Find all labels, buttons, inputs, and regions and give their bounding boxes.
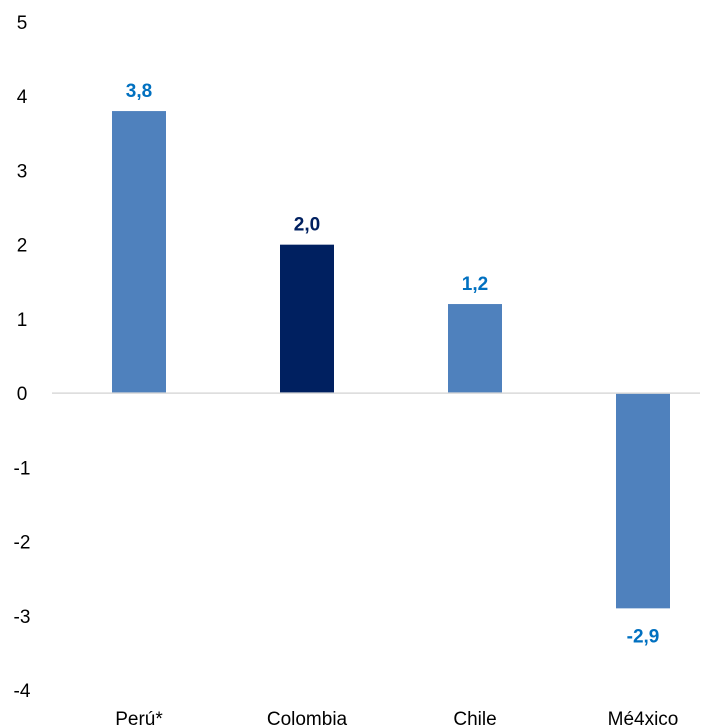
x-axis-labels: Perú* Colombia Chile Mé4xico (115, 709, 678, 727)
bar (448, 304, 502, 394)
x-category-label: Colombia (267, 709, 348, 727)
x-category-label: Mé4xico (608, 709, 679, 727)
y-tick-label: -4 (14, 681, 31, 702)
bar (616, 393, 670, 609)
y-tick-label: -1 (14, 458, 31, 479)
data-label: 2,0 (294, 215, 320, 236)
y-axis-ticks: 5 4 3 2 1 0 -1 -2 -3 -4 (14, 13, 31, 702)
y-tick-label: -3 (14, 607, 31, 628)
x-category-label: Chile (453, 709, 496, 727)
y-tick-label: -2 (14, 533, 31, 554)
y-tick-label: 2 (17, 236, 28, 257)
data-labels-group: 3,8 2,0 1,2 -2,9 (126, 81, 660, 647)
bar (112, 111, 166, 394)
x-category-label: Perú* (115, 709, 163, 727)
y-tick-label: 3 (17, 161, 28, 182)
y-tick-label: 4 (17, 87, 28, 108)
data-label: 3,8 (126, 81, 152, 102)
data-label: -2,9 (627, 626, 660, 647)
bars-group (112, 111, 670, 609)
y-tick-label: 1 (17, 310, 28, 331)
data-label: 1,2 (462, 274, 488, 295)
y-tick-label: 0 (17, 384, 28, 405)
bar (280, 244, 334, 394)
y-tick-label: 5 (17, 13, 28, 34)
